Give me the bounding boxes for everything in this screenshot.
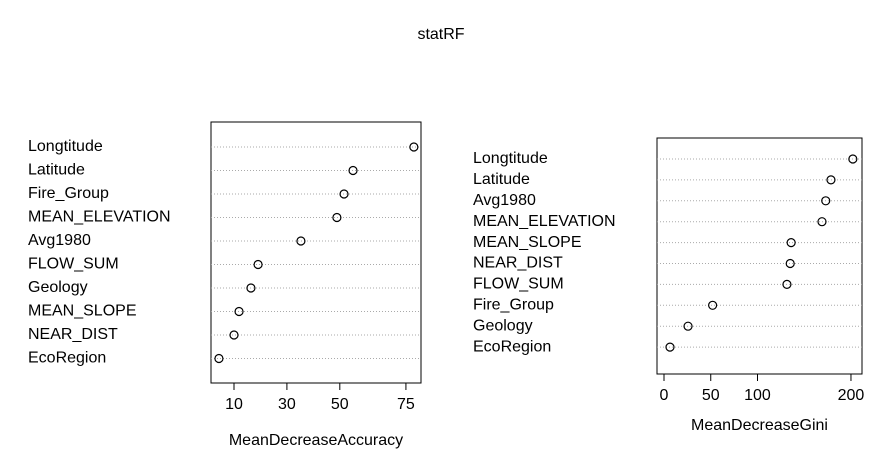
category-label: Fire_Group bbox=[473, 297, 554, 314]
category-label: NEAR_DIST bbox=[28, 326, 118, 343]
category-label: Geology bbox=[473, 317, 533, 334]
dot bbox=[409, 142, 419, 152]
chart-title: statRF bbox=[417, 26, 464, 43]
dot bbox=[665, 342, 675, 352]
x-tick-label: 50 bbox=[331, 396, 349, 413]
dot bbox=[214, 353, 224, 364]
dot bbox=[348, 165, 358, 176]
dot bbox=[817, 217, 827, 227]
category-label: MEAN_ELEVATION bbox=[473, 213, 616, 230]
x-tick-label: 75 bbox=[397, 396, 415, 413]
category-label: NEAR_DIST bbox=[473, 255, 563, 272]
category-label: MEAN_SLOPE bbox=[28, 303, 136, 320]
category-label: Fire_Group bbox=[28, 185, 109, 202]
dot bbox=[229, 330, 239, 340]
category-label: Longtitude bbox=[473, 150, 548, 167]
dot bbox=[683, 321, 693, 331]
category-label: Geology bbox=[28, 279, 88, 296]
dot bbox=[253, 259, 263, 270]
category-label: Latitude bbox=[28, 162, 85, 179]
x-axis-label: MeanDecreaseGini bbox=[691, 417, 828, 434]
dot bbox=[296, 236, 306, 246]
category-label: FLOW_SUM bbox=[473, 276, 564, 293]
x-axis-label: MeanDecreaseAccuracy bbox=[229, 432, 403, 449]
x-tick-label: 30 bbox=[278, 396, 296, 413]
dot bbox=[332, 212, 342, 223]
dot bbox=[234, 306, 244, 317]
dot bbox=[821, 196, 831, 206]
x-tick-label: 100 bbox=[744, 387, 771, 404]
x-tick-label: 50 bbox=[702, 387, 720, 404]
dot bbox=[848, 154, 858, 164]
category-label: Longtitude bbox=[28, 138, 103, 155]
plot-frame bbox=[210, 121, 422, 384]
x-tick-label: 0 bbox=[660, 387, 669, 404]
category-label: MEAN_ELEVATION bbox=[28, 209, 171, 226]
dot bbox=[246, 283, 256, 293]
category-label: MEAN_SLOPE bbox=[473, 234, 581, 251]
x-tick-label: 10 bbox=[225, 396, 243, 413]
x-tick-label: 200 bbox=[838, 387, 865, 404]
dot bbox=[785, 258, 795, 269]
category-label: EcoRegion bbox=[473, 338, 551, 355]
plot-frame bbox=[656, 137, 863, 375]
category-label: Latitude bbox=[473, 171, 530, 188]
dot bbox=[826, 175, 836, 185]
category-label: Avg1980 bbox=[473, 192, 536, 209]
dot bbox=[786, 238, 796, 248]
dot bbox=[782, 279, 792, 289]
dot bbox=[339, 189, 349, 199]
category-label: EcoRegion bbox=[28, 350, 106, 367]
category-label: FLOW_SUM bbox=[28, 256, 119, 273]
dot bbox=[708, 300, 718, 310]
category-label: Avg1980 bbox=[28, 232, 91, 249]
